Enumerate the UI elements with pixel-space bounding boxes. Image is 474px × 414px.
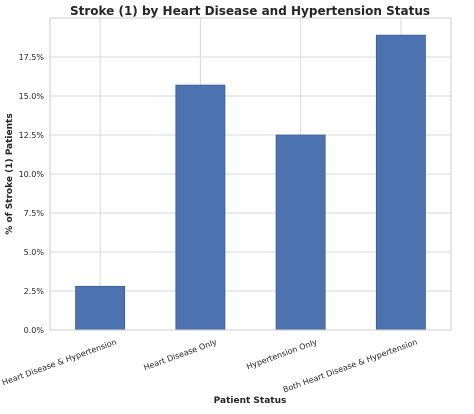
- y-axis-label: % of Stroke (1) Patients: [5, 113, 15, 234]
- bar-hypertension-only: [275, 134, 326, 331]
- y-tick-label: 7.5%: [24, 209, 45, 218]
- y-tick-label: 2.5%: [24, 287, 45, 296]
- plot-frame: [49, 17, 452, 331]
- y-tick-label: 0.0%: [24, 326, 45, 335]
- y-tick-label: 5.0%: [24, 248, 45, 257]
- x-tick-label: Hypertension Only: [245, 337, 318, 371]
- chart-title: Stroke (1) by Heart Disease and Hyperten…: [70, 4, 430, 18]
- bar-no-heart-disease-hypertension: [75, 285, 126, 331]
- bar-both-heart-disease-hypertension: [375, 34, 426, 331]
- y-tick-label: 10.0%: [19, 170, 45, 179]
- y-tick-labels: 0.0% 2.5% 5.0% 7.5% 10.0% 12.5% 15.0% 17.5%: [19, 53, 45, 335]
- bar-heart-disease-only: [175, 84, 226, 331]
- y-tick-label: 17.5%: [19, 53, 45, 62]
- x-tick-label: No Heart Disease & Hypertension: [0, 337, 118, 391]
- x-tick-labels: No Heart Disease & Hypertension Heart Dis…: [0, 337, 419, 394]
- x-axis-label: Patient Status: [214, 396, 287, 406]
- bars: [75, 34, 426, 331]
- y-tick-label: 15.0%: [19, 92, 45, 101]
- x-tick-label: Heart Disease Only: [142, 337, 218, 372]
- y-tick-label: 12.5%: [19, 131, 45, 140]
